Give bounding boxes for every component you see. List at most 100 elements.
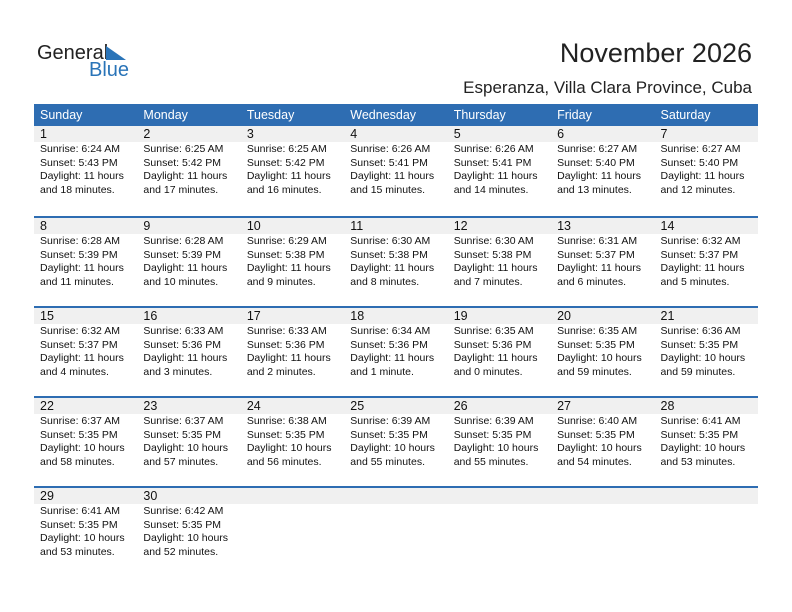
sunset-text: Sunset: 5:35 PM [246, 428, 325, 441]
sunset-text: Sunset: 5:35 PM [143, 518, 222, 531]
sunrise-text: Sunrise: 6:30 AM [453, 235, 534, 247]
sunset-text: Sunset: 5:41 PM [453, 156, 532, 169]
page-title: November 2026 [559, 38, 752, 68]
day-number: 28 [660, 399, 675, 413]
day-number: 6 [557, 127, 565, 141]
daylight-minutes-text: and 18 minutes. [40, 183, 115, 196]
daylight-text: Daylight: 11 hours [246, 262, 331, 275]
day-number: 14 [660, 219, 675, 233]
sunset-text: Sunset: 5:40 PM [557, 156, 635, 169]
day-number-band [34, 126, 758, 142]
day-number: 9 [143, 219, 151, 233]
daylight-minutes-text: and 55 minutes. [350, 455, 425, 468]
week-row: 1 Sunrise: 6:24 AM Sunset: 5:43 PM Daylight… [34, 126, 758, 216]
sunrise-text: Sunrise: 6:41 AM [40, 505, 120, 517]
sunset-text: Sunset: 5:39 PM [143, 248, 222, 261]
sunrise-text: Sunrise: 6:24 AM [40, 143, 120, 155]
daylight-text: Daylight: 11 hours [660, 170, 745, 183]
daylight-text: Daylight: 11 hours [557, 262, 641, 275]
daylight-text: Daylight: 11 hours [40, 352, 124, 365]
day-cell: 20 Sunrise: 6:35 AM Sunset: 5:35 PM Dayligh… [551, 308, 654, 379]
sunrise-text: Sunrise: 6:36 AM [660, 325, 741, 337]
sunset-text: Sunset: 5:36 PM [350, 338, 428, 351]
sunset-text: Sunset: 5:42 PM [143, 156, 222, 169]
sunrise-text: Sunrise: 6:25 AM [246, 143, 327, 155]
daylight-minutes-text: and 56 minutes. [246, 455, 322, 468]
daylight-minutes-text: and 15 minutes. [350, 183, 425, 196]
daylight-text: Daylight: 10 hours [557, 442, 642, 455]
sunrise-text: Sunrise: 6:38 AM [246, 415, 327, 427]
daylight-minutes-text: and 12 minutes. [660, 183, 736, 196]
sunrise-text: Sunrise: 6:33 AM [246, 325, 327, 337]
day-cell: 23 Sunrise: 6:37 AM Sunset: 5:35 PM Dayligh… [137, 398, 240, 469]
daylight-minutes-text: and 54 minutes. [557, 455, 632, 468]
day-cell: 7 Sunrise: 6:27 AM Sunset: 5:40 PM Daylight… [655, 126, 758, 197]
sunset-text: Sunset: 5:39 PM [40, 248, 118, 261]
daylight-text: Daylight: 11 hours [557, 170, 641, 183]
day-cell: 2 Sunrise: 6:25 AM Sunset: 5:42 PM Daylight… [137, 126, 240, 197]
sunrise-text: Sunrise: 6:32 AM [40, 325, 120, 337]
daylight-minutes-text: and 53 minutes. [660, 455, 736, 468]
sunset-text: Sunset: 5:35 PM [40, 518, 118, 531]
day-cell: 25 Sunrise: 6:39 AM Sunset: 5:35 PM Dayligh… [344, 398, 447, 469]
logo-general: General [37, 42, 109, 64]
day-number: 29 [40, 489, 54, 503]
daylight-text: Daylight: 10 hours [453, 442, 539, 455]
weekday-wednesday: Wednesday [350, 108, 417, 122]
week-row: 29 Sunrise: 6:41 AM Sunset: 5:35 PM Dayligh… [34, 486, 758, 576]
day-cell: 1 Sunrise: 6:24 AM Sunset: 5:43 PM Daylight… [34, 126, 137, 197]
week-row: 15 Sunrise: 6:32 AM Sunset: 5:37 PM Dayligh… [34, 306, 758, 396]
daylight-minutes-text: and 1 minute. [350, 365, 414, 378]
daylight-text: Daylight: 11 hours [660, 262, 745, 275]
daylight-text: Daylight: 11 hours [453, 262, 538, 275]
daylight-minutes-text: and 9 minutes. [246, 275, 316, 288]
sunset-text: Sunset: 5:38 PM [246, 248, 325, 261]
day-cell: 26 Sunrise: 6:39 AM Sunset: 5:35 PM Dayligh… [448, 398, 551, 469]
day-number: 1 [40, 127, 47, 141]
day-number: 18 [350, 309, 365, 323]
day-number-band [34, 488, 758, 504]
weekday-tuesday: Tuesday [246, 108, 295, 122]
sunset-text: Sunset: 5:35 PM [453, 428, 532, 441]
day-cell: 6 Sunrise: 6:27 AM Sunset: 5:40 PM Daylight… [551, 126, 654, 197]
sunrise-text: Sunrise: 6:28 AM [40, 235, 120, 247]
daylight-minutes-text: and 10 minutes. [143, 275, 219, 288]
sunset-text: Sunset: 5:35 PM [350, 428, 428, 441]
sunrise-text: Sunrise: 6:35 AM [557, 325, 638, 337]
day-cell: 22 Sunrise: 6:37 AM Sunset: 5:35 PM Dayligh… [34, 398, 137, 469]
daylight-text: Daylight: 10 hours [143, 532, 229, 545]
day-number: 24 [246, 399, 261, 413]
sunrise-text: Sunrise: 6:33 AM [143, 325, 224, 337]
day-cell: 11 Sunrise: 6:30 AM Sunset: 5:38 PM Dayligh… [344, 218, 447, 289]
sunset-text: Sunset: 5:36 PM [246, 338, 325, 351]
sunset-text: Sunset: 5:37 PM [40, 338, 118, 351]
day-number: 10 [246, 219, 261, 233]
sunrise-text: Sunrise: 6:26 AM [350, 143, 431, 155]
daylight-text: Daylight: 10 hours [660, 442, 746, 455]
daylight-text: Daylight: 11 hours [453, 170, 538, 183]
daylight-minutes-text: and 14 minutes. [453, 183, 529, 196]
day-cell: 4 Sunrise: 6:26 AM Sunset: 5:41 PM Daylight… [344, 126, 447, 197]
daylight-minutes-text: and 3 minutes. [143, 365, 213, 378]
day-number: 3 [246, 127, 254, 141]
logo-triangle-icon [106, 46, 126, 60]
sunrise-text: Sunrise: 6:26 AM [453, 143, 534, 155]
day-number: 17 [246, 309, 261, 323]
sunset-text: Sunset: 5:36 PM [143, 338, 222, 351]
daylight-text: Daylight: 11 hours [453, 352, 538, 365]
daylight-text: Daylight: 10 hours [246, 442, 332, 455]
sunset-text: Sunset: 5:37 PM [660, 248, 739, 261]
weekday-saturday: Saturday [660, 108, 711, 122]
sunrise-text: Sunrise: 6:32 AM [660, 235, 741, 247]
day-cell: 19 Sunrise: 6:35 AM Sunset: 5:36 PM Dayligh… [448, 308, 551, 379]
day-number: 8 [40, 219, 47, 233]
sunset-text: Sunset: 5:35 PM [40, 428, 118, 441]
day-number: 7 [660, 127, 668, 141]
day-cell: 24 Sunrise: 6:38 AM Sunset: 5:35 PM Dayligh… [241, 398, 344, 469]
day-cell: 18 Sunrise: 6:34 AM Sunset: 5:36 PM Dayligh… [344, 308, 447, 379]
daylight-minutes-text: and 58 minutes. [40, 455, 115, 468]
day-number: 2 [143, 127, 151, 141]
day-cell: 5 Sunrise: 6:26 AM Sunset: 5:41 PM Daylight… [448, 126, 551, 197]
day-number: 12 [453, 219, 468, 233]
sunrise-text: Sunrise: 6:42 AM [143, 505, 224, 517]
